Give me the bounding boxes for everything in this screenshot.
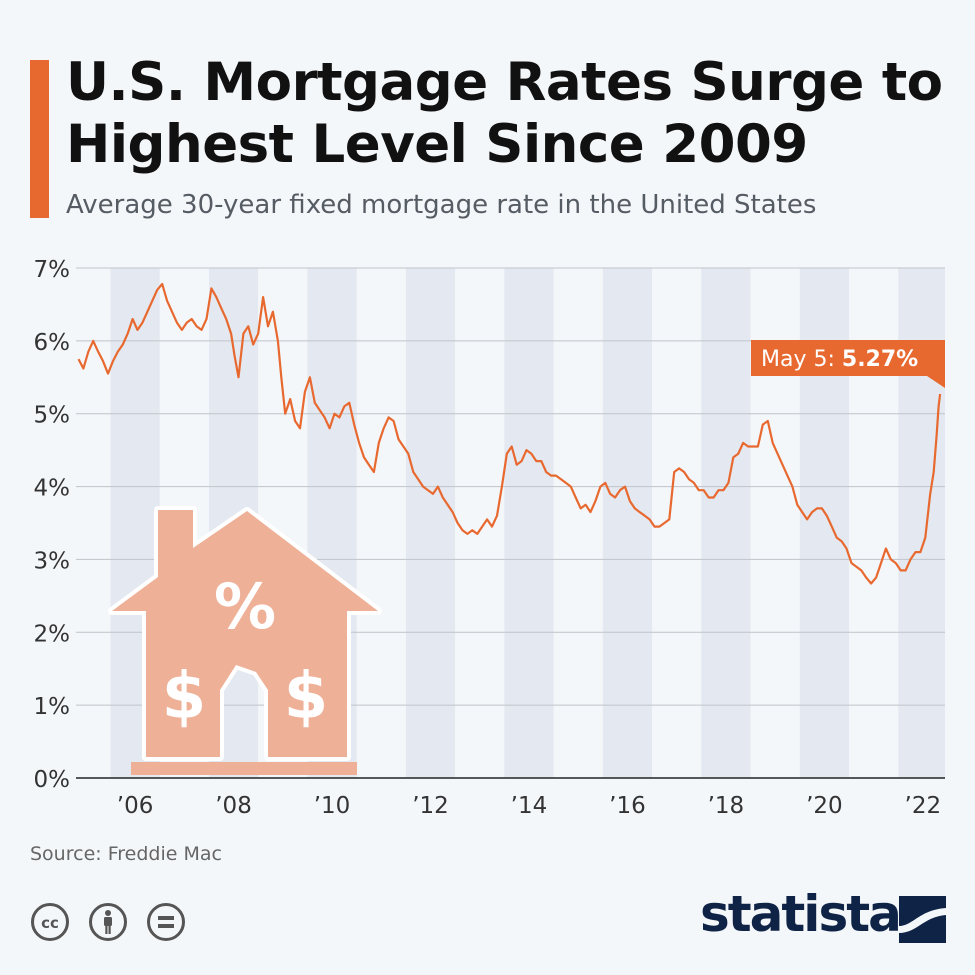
- y-tick-label: 6%: [34, 330, 71, 356]
- callout-value: 5.27%: [842, 347, 918, 372]
- latest-value-callout: May 5: 5.27%: [751, 340, 945, 388]
- y-axis-ticks: 0% 1% 2% 3% 4% 5% 6% 7%: [34, 257, 71, 793]
- svg-text:%: %: [214, 570, 276, 643]
- page-title: U.S. Mortgage Rates Surge to Highest Lev…: [66, 52, 943, 175]
- year-band: [405, 268, 456, 778]
- page-subtitle: Average 30-year fixed mortgage rate in t…: [66, 190, 817, 220]
- y-tick-label: 2%: [34, 621, 71, 647]
- y-tick-label: 7%: [34, 257, 71, 283]
- callout-date: May 5:: [761, 347, 842, 372]
- year-band: [504, 268, 554, 778]
- y-tick-label: 4%: [34, 476, 71, 502]
- svg-text:May 5: 5.27%: May 5: 5.27%: [761, 347, 918, 372]
- no-derivatives-icon: [147, 903, 185, 941]
- y-tick-label: 5%: [34, 403, 71, 429]
- x-tick-label: ’08: [215, 793, 252, 819]
- x-tick-label: ’10: [314, 793, 351, 819]
- attribution-icon: [89, 903, 127, 941]
- statista-logo: statista: [700, 885, 902, 943]
- x-tick-label: ’06: [117, 793, 154, 819]
- title-accent-bar: [30, 60, 49, 218]
- x-tick-label: ’22: [905, 793, 942, 819]
- x-tick-label: ’12: [412, 793, 449, 819]
- svg-text:$: $: [284, 660, 329, 734]
- svg-text:$: $: [162, 660, 207, 734]
- house-with-percent-and-dollar-icon: % $ $: [108, 506, 382, 775]
- x-axis-ticks: ’06 ’08 ’10 ’12 ’14 ’16 ’18 ’20 ’22: [117, 793, 941, 819]
- y-tick-label: 3%: [34, 548, 71, 574]
- x-tick-label: ’18: [708, 793, 745, 819]
- y-tick-label: 1%: [34, 694, 71, 720]
- mortgage-rate-line: [77, 282, 942, 585]
- source-note: Source: Freddie Mac: [30, 843, 222, 865]
- x-tick-label: ’14: [511, 793, 548, 819]
- year-band: [701, 268, 751, 778]
- y-tick-label: 0%: [34, 767, 71, 793]
- statista-logo-mark-icon: [899, 896, 946, 943]
- year-band: [602, 268, 653, 778]
- creative-commons-icon: cc: [31, 903, 69, 941]
- x-tick-label: ’20: [806, 793, 843, 819]
- svg-text:cc: cc: [41, 914, 59, 932]
- x-tick-label: ’16: [609, 793, 646, 819]
